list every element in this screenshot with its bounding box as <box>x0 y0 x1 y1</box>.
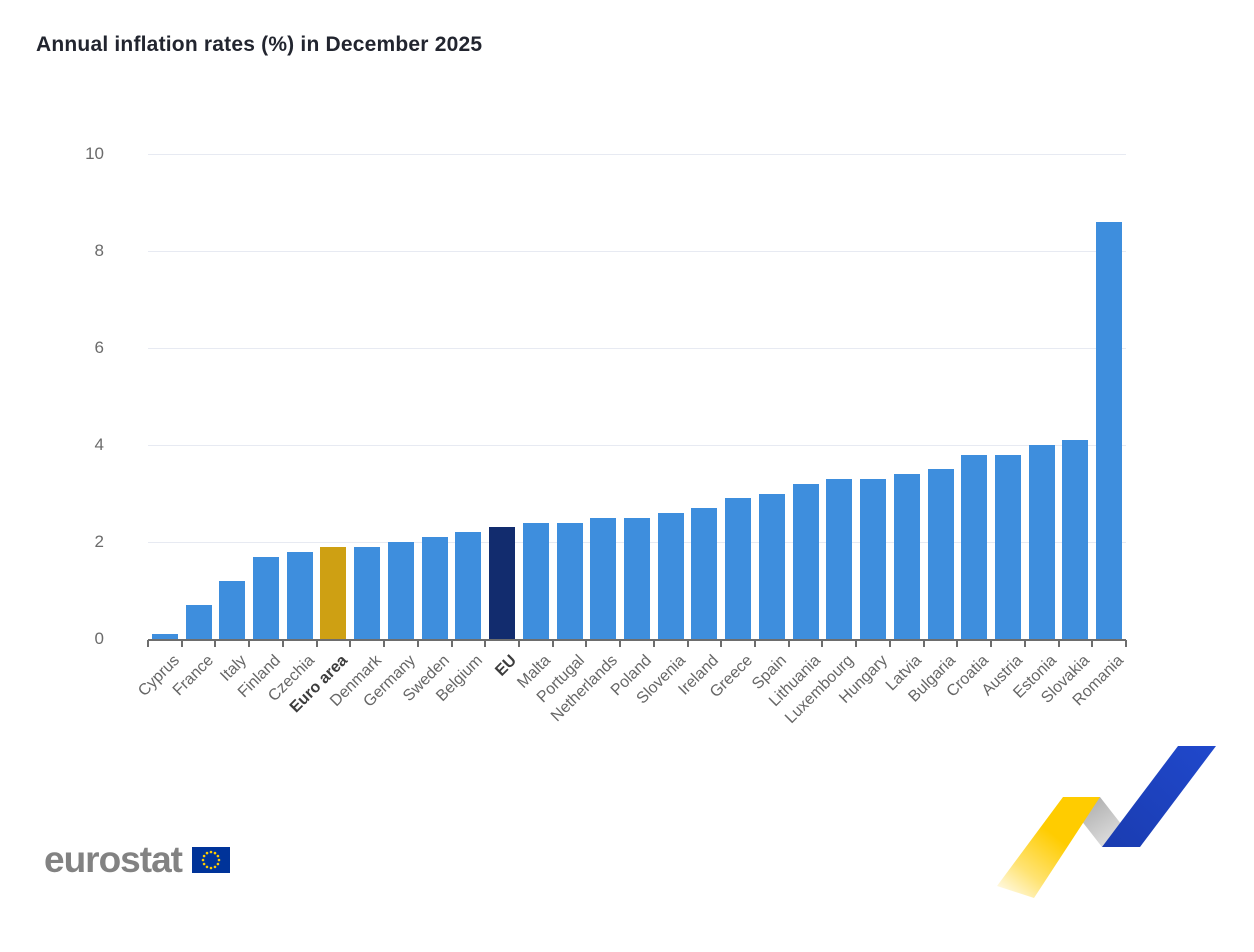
bar-denmark[interactable] <box>354 546 381 639</box>
x-axis-tick <box>383 640 386 647</box>
eurostat-ribbon-graphic <box>997 746 1216 898</box>
x-axis-tick <box>315 640 318 647</box>
bar-germany[interactable] <box>387 542 414 639</box>
chart-title: Annual inflation rates (%) in December 2… <box>36 33 483 56</box>
x-axis-tick <box>922 640 925 647</box>
bar-hungary[interactable] <box>860 478 887 639</box>
x-axis-tick <box>281 640 284 647</box>
x-axis-tick <box>147 640 149 647</box>
x-axis-tick <box>990 640 993 647</box>
x-axis-tick <box>787 640 790 647</box>
bar-poland[interactable] <box>624 517 650 639</box>
bar-france[interactable] <box>185 605 212 639</box>
x-axis-tick <box>214 640 217 647</box>
x-axis-tick <box>450 640 453 647</box>
x-axis-tick <box>720 640 723 647</box>
x-axis-tick <box>1091 640 1094 647</box>
x-axis-line <box>148 639 1126 641</box>
bar-finland[interactable] <box>253 556 280 639</box>
bar-cyprus[interactable] <box>151 634 178 639</box>
bar-euro-area[interactable] <box>320 546 347 639</box>
bar-sweden[interactable] <box>421 537 448 639</box>
bar-romania[interactable] <box>1096 221 1123 639</box>
gridline <box>148 348 1126 349</box>
bar-italy[interactable] <box>219 580 246 639</box>
y-axis-tick-label: 2 <box>94 532 104 551</box>
x-axis-tick <box>484 640 487 647</box>
bar-eu[interactable] <box>489 527 516 639</box>
bar-bulgaria[interactable] <box>927 469 954 639</box>
gridline <box>148 445 1126 446</box>
x-axis-tick <box>754 640 757 647</box>
x-axis-tick <box>652 640 655 647</box>
x-axis-tick <box>180 640 183 647</box>
eu-flag-icon <box>191 847 230 878</box>
eurostat-logo: eurostat <box>44 841 230 879</box>
x-axis-tick <box>1023 640 1026 647</box>
y-axis-tick-label: 8 <box>94 241 104 260</box>
bar-lithuania[interactable] <box>792 483 819 639</box>
x-axis-tick <box>686 640 689 647</box>
bar-estonia[interactable] <box>1028 445 1055 639</box>
bar-croatia[interactable] <box>961 454 988 639</box>
bar-malta[interactable] <box>522 522 549 639</box>
ribbon-blue-segment <box>1102 746 1216 847</box>
bar-czechia[interactable] <box>286 551 313 639</box>
x-axis-tick <box>585 640 588 647</box>
y-axis-tick-label: 10 <box>85 144 104 163</box>
x-axis-tick <box>619 640 622 647</box>
y-axis-tick-label: 0 <box>94 629 104 648</box>
bar-slovenia[interactable] <box>657 512 684 639</box>
x-axis-tick <box>1057 640 1060 647</box>
bar-portugal[interactable] <box>556 522 583 639</box>
eurostat-logo-text: eurostat <box>44 839 183 880</box>
y-axis-tick-label: 6 <box>94 338 104 357</box>
x-axis-tick <box>416 640 419 647</box>
bar-latvia[interactable] <box>893 474 920 639</box>
bar-ireland[interactable] <box>691 508 718 639</box>
bar-chart-plot-area: 0 2 4 6 8 10 Cyprus France Italy Finland Czechia Eu… <box>85 144 1127 727</box>
ribbon-yellow-segment <box>997 797 1100 898</box>
y-axis-tick-label: 4 <box>94 435 104 454</box>
x-axis-tick <box>888 640 891 647</box>
x-axis-tick <box>248 640 251 647</box>
x-axis-tick <box>956 640 959 647</box>
bar-belgium[interactable] <box>455 532 482 639</box>
x-axis-tick <box>1125 640 1127 647</box>
gridline <box>148 251 1126 252</box>
x-axis-tick <box>517 640 520 647</box>
bar-greece[interactable] <box>725 498 752 639</box>
bar-spain[interactable] <box>758 493 785 639</box>
x-axis-tick <box>551 640 554 647</box>
gridline <box>148 154 1126 155</box>
bar-austria[interactable] <box>994 454 1021 639</box>
bar-luxembourg[interactable] <box>826 478 853 639</box>
bar-netherlands[interactable] <box>590 517 617 639</box>
x-axis-tick <box>855 640 858 647</box>
x-axis-tick <box>349 640 352 647</box>
bar-slovakia[interactable] <box>1062 440 1089 639</box>
x-axis-tick <box>821 640 824 647</box>
